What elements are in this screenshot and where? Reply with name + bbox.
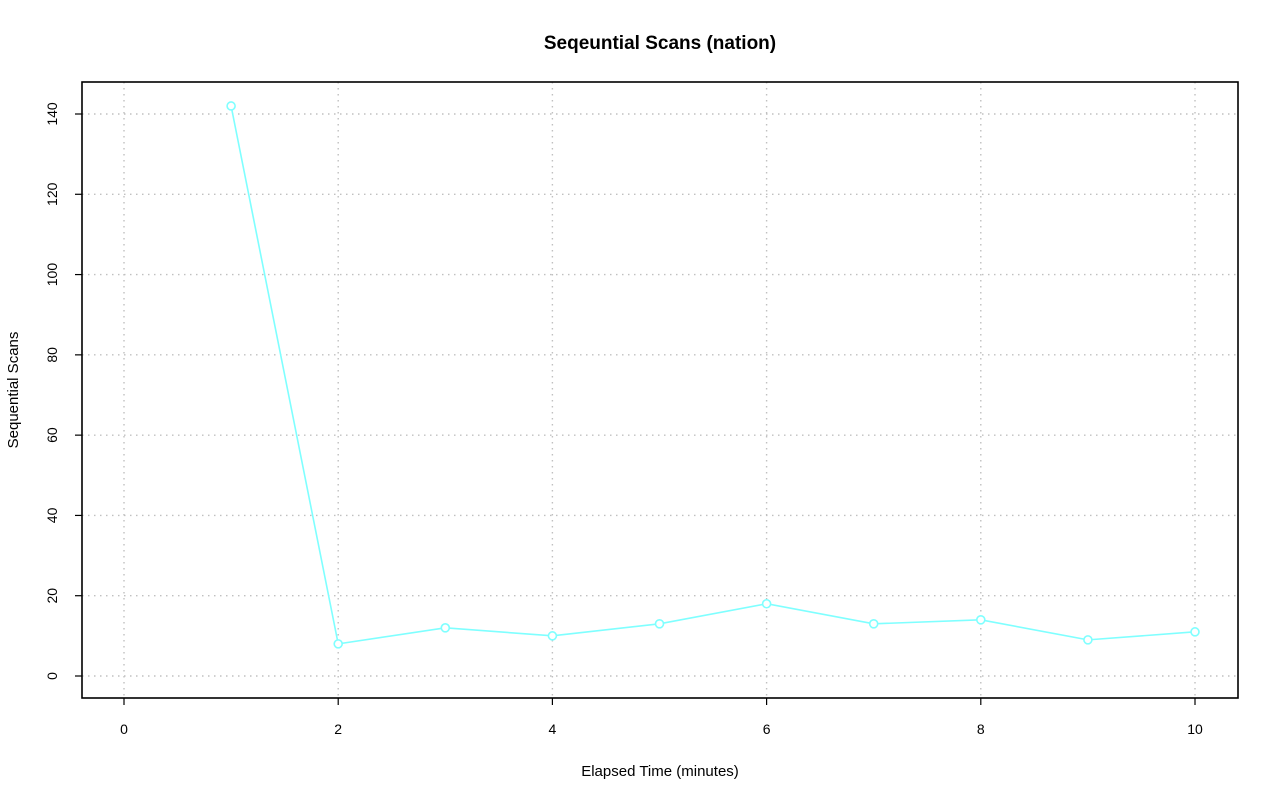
x-tick-label: 4 [549,721,557,737]
data-point [226,101,236,111]
data-point [761,598,772,609]
y-tick-label: 40 [44,507,60,523]
x-tick-label: 10 [1187,721,1203,737]
data-point [547,631,558,641]
y-tick-label: 140 [44,102,60,126]
data-point [1190,627,1200,637]
chart-title: Seqeuntial Scans (nation) [544,33,776,54]
grid-lines [82,82,1238,698]
y-tick-label: 20 [44,588,60,604]
data-point [654,619,665,629]
x-tick-label: 2 [334,721,342,737]
data-point [868,619,879,629]
y-tick-label: 100 [44,263,60,287]
y-axis-label: Sequential Scans [5,332,22,449]
data-point [975,614,986,625]
data-point [440,623,451,633]
y-tick-label: 80 [44,347,60,363]
x-axis-label: Elapsed Time (minutes) [581,763,739,780]
plot-frame [81,81,1239,699]
y-tick-label: 60 [44,427,60,443]
x-tick-label: 0 [120,721,128,737]
data-series [226,101,1200,649]
y-tick-label: 120 [44,182,60,206]
y-axis: 0 20 40 60 80 100 120 140 [44,102,82,680]
y-tick-label: 0 [44,672,60,680]
data-point [333,639,344,649]
data-point [1083,635,1093,645]
x-axis: 0 2 4 6 8 10 [120,698,1203,737]
x-tick-label: 6 [763,721,771,737]
series-line [230,105,1196,645]
x-tick-label: 8 [977,721,985,737]
